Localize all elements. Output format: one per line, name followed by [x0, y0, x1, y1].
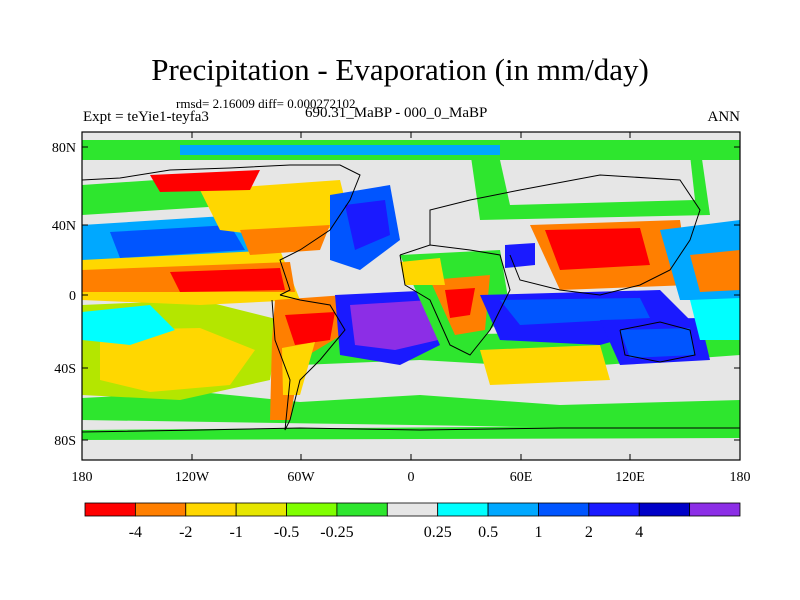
lon-tick-label: 120W: [175, 470, 210, 485]
colorbar-swatch: [336, 502, 388, 517]
west-pacific-cyan: [690, 298, 740, 340]
south-pacific-cyan: [82, 305, 175, 345]
colorbar-label: 1: [534, 524, 542, 541]
colorbar-swatch: [588, 502, 640, 517]
colorbar-label: -0.25: [320, 524, 353, 541]
mideast-wet: [505, 243, 535, 268]
south-indian-yellow: [480, 345, 610, 385]
colorbar-label: 0.5: [478, 524, 498, 541]
colorbar: [84, 502, 741, 517]
stats-label: rmsd= 2.16009 diff= 0.000272102: [176, 96, 356, 111]
europe-gray: [420, 210, 480, 245]
colorbar-swatch: [689, 502, 741, 517]
colorbar-label: -0.5: [274, 524, 299, 541]
lon-tick-label: 120E: [615, 470, 645, 485]
lat-tick-label: 40N: [52, 219, 76, 234]
lat-tick-label: 0: [69, 289, 76, 304]
colorbar-label: -2: [179, 524, 192, 541]
colorbar-label: 2: [585, 524, 593, 541]
colorbar-swatch: [286, 502, 338, 517]
latitude-axis: 80N 40N 0 40S 80S: [52, 141, 740, 449]
lon-tick-label: 60E: [510, 470, 533, 485]
north-america-orange: [240, 225, 330, 255]
longitude-axis: 180 120W 60W 0 60E 120E 180: [72, 132, 751, 485]
experiment-label: Expt = teYie1-teyfa3: [83, 109, 209, 125]
colorbar-swatch: [134, 502, 187, 517]
lon-tick-label: 0: [408, 470, 415, 485]
australia-outline: [619, 321, 696, 363]
eurasia-outline: [429, 174, 701, 296]
page-title: Precipitation - Evaporation (in mm/day): [151, 52, 649, 87]
continent-outlines: [81, 164, 740, 433]
arctic-blue: [180, 145, 500, 155]
colorbar-swatch: [386, 502, 439, 517]
lon-tick-label: 60W: [287, 470, 315, 485]
field-layer: [82, 132, 740, 460]
colorbar-swatch: [84, 502, 136, 517]
colorbar-swatch: [487, 502, 539, 517]
north-america-red: [150, 170, 260, 192]
indian-ocean-band: [500, 298, 650, 325]
south-pacific-dry: [100, 328, 255, 392]
colorbar-label: 0.25: [424, 524, 452, 541]
lat-tick-label: 40S: [54, 362, 76, 377]
sahara-yellow: [400, 258, 445, 285]
lat-tick-label: 80S: [54, 434, 76, 449]
asia-red: [545, 228, 650, 270]
colorbar-label: -1: [229, 524, 242, 541]
colorbar-labels: -4 -2 -1 -0.5 -0.25 0.25 0.5 1 2 4: [129, 524, 644, 541]
antarctica-outline: [81, 427, 740, 433]
australia-inner: [620, 328, 695, 358]
season-label: ANN: [707, 109, 741, 125]
colorbar-label: -4: [129, 524, 142, 541]
colorbar-swatch: [235, 502, 287, 517]
colorbar-swatch: [538, 502, 590, 517]
period-label: 690.31_MaBP - 000_0_MaBP: [305, 105, 488, 121]
north-america-yellow: [200, 180, 350, 240]
trop-pacific-red: [170, 268, 285, 292]
antarctic-interior: [82, 438, 740, 460]
north-atlantic-strong-wet: [345, 200, 390, 250]
north-america-outline: [81, 164, 361, 296]
south-america-outline: [271, 294, 346, 431]
africa-outline: [399, 244, 511, 356]
south-america-strong-dry: [285, 312, 335, 345]
lon-tick-label: 180: [72, 470, 93, 485]
colorbar-swatch: [638, 502, 691, 517]
colorbar-label: 4: [635, 524, 643, 541]
lon-tick-label: 180: [730, 470, 751, 485]
africa-red: [445, 288, 475, 318]
colorbar-swatch: [185, 502, 237, 517]
south-atlantic-very-wet: [350, 300, 438, 350]
colorbar-swatch: [437, 502, 489, 517]
north-asia-gray: [500, 155, 695, 205]
north-pacific-wet: [110, 225, 245, 258]
west-pacific-orange: [690, 250, 740, 292]
lat-tick-label: 80N: [52, 141, 76, 156]
